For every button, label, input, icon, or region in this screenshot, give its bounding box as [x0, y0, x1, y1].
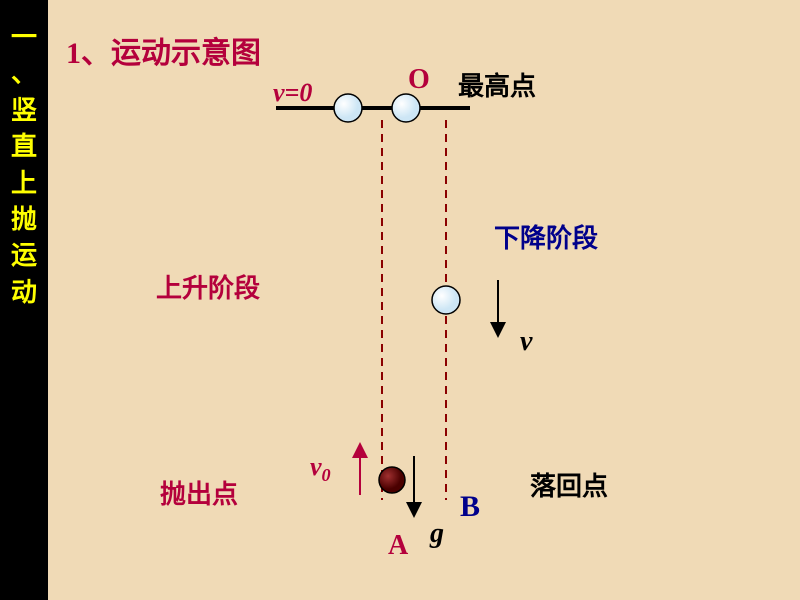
dark-circle: [379, 467, 405, 493]
label-O: O: [408, 64, 430, 96]
label-throwpoint: 抛出点: [160, 474, 238, 511]
label-returnpoint: 落回点: [530, 466, 608, 503]
label-vzero: v=0: [273, 78, 312, 108]
label-v0: v0: [310, 452, 331, 486]
label-ascend: 上升阶段: [156, 268, 260, 305]
motion-diagram: [0, 0, 800, 600]
top-circle-left: [334, 94, 362, 122]
label-highest: 最高点: [458, 66, 536, 103]
label-A: A: [388, 530, 408, 562]
label-g: g: [430, 518, 444, 550]
top-circle-right: [392, 94, 420, 122]
label-B: B: [460, 490, 480, 524]
label-descend: 下降阶段: [494, 218, 598, 255]
label-v: v: [520, 326, 532, 358]
mid-circle: [432, 286, 460, 314]
